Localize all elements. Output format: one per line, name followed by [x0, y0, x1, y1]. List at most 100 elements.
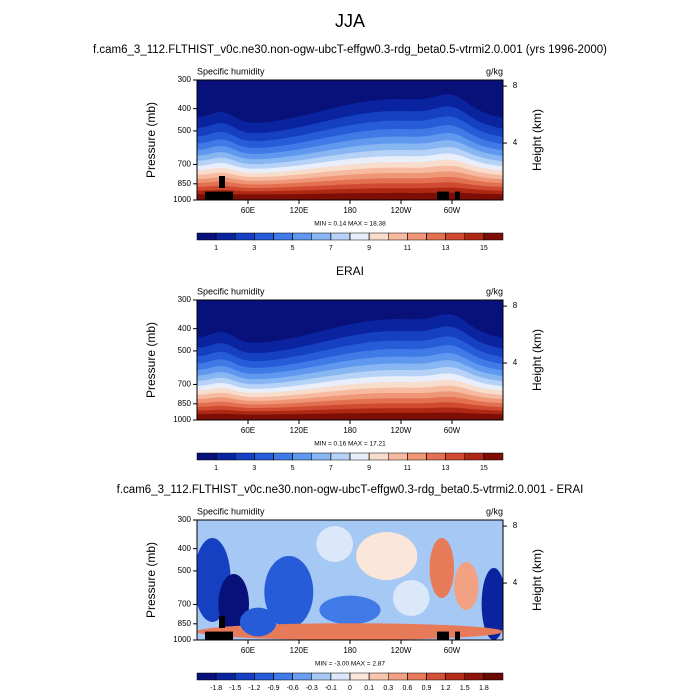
y-tick-label: 300 [178, 75, 192, 84]
colorbar-box [196, 672, 217, 681]
topography [219, 176, 225, 188]
colorbar-box [292, 672, 312, 681]
colorbar-label: 1.5 [460, 685, 470, 692]
colorbar-label: 5 [291, 465, 295, 472]
y2-tick-label: 8 [513, 301, 518, 310]
colorbar-label: -0.9 [267, 685, 279, 692]
y-tick-label: 700 [178, 380, 192, 389]
y2-tick-label: 8 [513, 81, 518, 90]
y-tick-label: 400 [178, 104, 192, 113]
colorbar-box [349, 452, 370, 461]
colorbar-box [273, 672, 293, 681]
colorbar-box [196, 452, 217, 461]
x-tick-label: 60E [241, 646, 255, 655]
topography [205, 191, 233, 200]
y-axis-label: Pressure (mb) [144, 102, 158, 178]
colorbar-box [235, 672, 255, 681]
colorbar-box [368, 452, 389, 461]
colorbar-box [349, 232, 370, 241]
colorbar-box [464, 672, 485, 681]
colorbar-label: 0.3 [383, 685, 393, 692]
colorbar-label: 11 [404, 245, 411, 252]
colorbar-label: 15 [480, 245, 488, 252]
panel-title: f.cam6_3_112.FLTHIST_v0c.ne30.non-ogw-ub… [93, 44, 607, 56]
colorbar-box [330, 452, 351, 461]
colorbar-box [215, 672, 236, 681]
x-tick-label: 120W [391, 646, 412, 655]
colorbar-label: 15 [480, 465, 488, 472]
colorbar-box [426, 232, 446, 241]
variable-label: Specific humidity [197, 286, 265, 296]
colorbar-label: 5 [291, 245, 295, 252]
y-tick-label: 400 [178, 324, 192, 333]
panel: ERAI Specific humidity g/kg Pressure (mb) He… [144, 264, 544, 472]
colorbar-box [330, 672, 351, 681]
x-tick-label: 180 [343, 426, 357, 435]
colorbar-label: -0.1 [325, 685, 337, 692]
y2-tick-label: 4 [513, 578, 518, 587]
colorbar-box [464, 452, 485, 461]
colorbar-box [445, 232, 465, 241]
colorbar-label: -1.8 [210, 685, 222, 692]
x-tick-label: 120W [391, 206, 412, 215]
colorbar-box [196, 232, 217, 241]
y-tick-label: 850 [178, 399, 192, 408]
colorbar-label: 9 [367, 245, 371, 252]
y-tick-label: 1000 [173, 635, 191, 644]
field-band [197, 412, 503, 420]
colorbar-box [254, 232, 274, 241]
y-tick-label: 300 [178, 515, 192, 524]
topography [455, 191, 460, 200]
stats-label: MIN = 0.16 MAX = 17.21 [314, 441, 386, 448]
colorbar-label: -0.3 [306, 685, 318, 692]
x-tick-label: 120W [391, 426, 412, 435]
colorbar-label: 11 [404, 465, 411, 472]
field-patch [392, 580, 430, 616]
x-tick-label: 60W [444, 646, 461, 655]
stats-label: MIN = 0.14 MAX = 18.38 [314, 221, 386, 228]
colorbar-label: 3 [252, 465, 256, 472]
y-tick-label: 1000 [173, 415, 191, 424]
field-patch [319, 595, 381, 625]
field [197, 80, 503, 200]
y2-axis-label: Height (km) [530, 549, 544, 611]
panel: f.cam6_3_112.FLTHIST_v0c.ne30.non-ogw-ub… [117, 484, 584, 692]
colorbar-box [388, 452, 408, 461]
y-axis-label: Pressure (mb) [144, 322, 158, 398]
units-label: g/kg [486, 506, 503, 516]
field-band [197, 192, 503, 200]
colorbar-label: -0.6 [287, 685, 299, 692]
field-patch [264, 556, 314, 628]
colorbar-label: -1.2 [248, 685, 260, 692]
y-tick-label: 850 [178, 619, 192, 628]
y-tick-label: 500 [178, 346, 192, 355]
y-tick-label: 400 [178, 544, 192, 553]
y-tick-label: 300 [178, 295, 192, 304]
field [197, 520, 503, 640]
x-tick-label: 180 [343, 646, 357, 655]
variable-label: Specific humidity [197, 66, 265, 76]
topography [219, 616, 225, 628]
colorbar-box [254, 672, 274, 681]
y2-tick-label: 4 [513, 358, 518, 367]
y2-tick-label: 4 [513, 138, 518, 147]
colorbar-box [273, 232, 293, 241]
panel-title: ERAI [336, 264, 364, 278]
colorbar-box [235, 232, 255, 241]
field-patch [481, 568, 503, 640]
units-label: g/kg [486, 286, 503, 296]
colorbar-box [254, 452, 274, 461]
colorbar-box [483, 452, 504, 461]
colorbar-label: 1.8 [479, 685, 489, 692]
colorbar-box [426, 672, 446, 681]
units-label: g/kg [486, 66, 503, 76]
colorbar-box [215, 232, 236, 241]
field-patch [454, 562, 479, 610]
field [197, 300, 503, 420]
y2-tick-label: 8 [513, 521, 518, 530]
colorbar-label: 13 [442, 245, 450, 252]
colorbar-box [292, 452, 312, 461]
colorbar-box [235, 452, 255, 461]
y-axis-label: Pressure (mb) [144, 542, 158, 618]
